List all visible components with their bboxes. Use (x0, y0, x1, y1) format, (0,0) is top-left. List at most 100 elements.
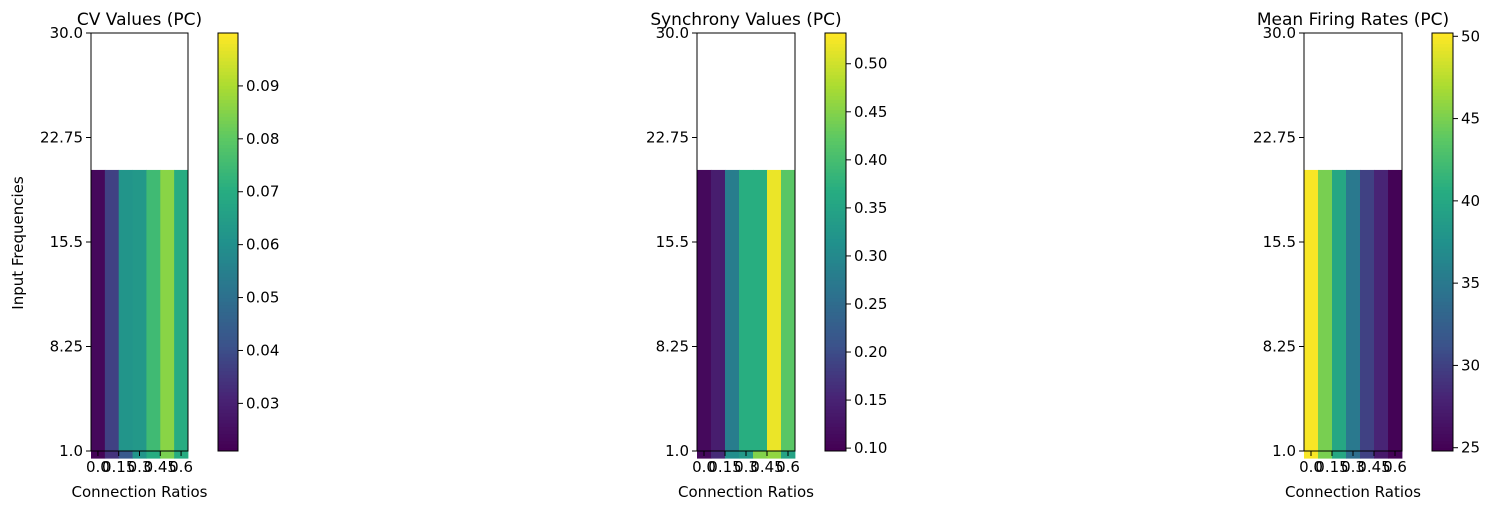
colorbar-tick-label: 0.15 (854, 391, 887, 409)
colorbar-segment (1432, 172, 1453, 177)
colorbar-segment (218, 109, 238, 114)
x-tick-label: 0.3 (734, 458, 758, 476)
colorbar-segment (825, 64, 846, 69)
colorbar-segment (1432, 339, 1453, 344)
colorbar-segment (825, 127, 846, 132)
colorbar-segment (218, 123, 238, 128)
y-tick-label: 8.25 (50, 338, 83, 356)
colorbar-segment (825, 266, 846, 271)
heatmap-cell (739, 169, 754, 452)
x-tick-label: 0.6 (169, 458, 193, 476)
heatmap-cell (781, 169, 796, 452)
colorbar-segment (825, 367, 846, 372)
x-tick-label: 0.3 (1341, 458, 1365, 476)
colorbar-segment (218, 395, 238, 400)
colorbar-segment (218, 336, 238, 341)
colorbar-segment (1432, 433, 1453, 438)
panel-firing-rate: 1.0 8.25 15.5 22.75 30.0 0.00.150.30.450.6 Mea… (1253, 10, 1480, 501)
colorbar-segment (825, 245, 846, 250)
colorbar-segment (218, 353, 238, 358)
colorbar-segment (825, 60, 846, 65)
colorbar-segment (1432, 360, 1453, 365)
colorbar-segment (1432, 221, 1453, 226)
heatmap-cell (767, 169, 782, 452)
colorbar-segment (825, 158, 846, 163)
colorbar-segment (218, 53, 238, 58)
colorbar-segment (1432, 102, 1453, 107)
colorbar-segment (218, 311, 238, 316)
heatmap-cell (146, 169, 161, 452)
colorbar-segment (218, 130, 238, 135)
heatmap-cell (132, 169, 147, 452)
colorbar-segment (1432, 200, 1453, 205)
panel-synchrony: 1.08.2515.522.7530.00.00.150.30.450.6Syn… (646, 10, 887, 501)
colorbar-segment (218, 398, 238, 403)
colorbar-segment (218, 388, 238, 393)
colorbar-segment (825, 437, 846, 442)
heatmap-cell (1388, 169, 1403, 452)
colorbar-segment (218, 71, 238, 76)
colorbar-segment (218, 377, 238, 382)
colorbar-segment (218, 242, 238, 246)
colorbar-segment (1432, 67, 1453, 72)
colorbar-segment (825, 113, 846, 118)
colorbar-segment (218, 95, 238, 100)
colorbar-segment (218, 343, 238, 347)
colorbar-segment (218, 315, 238, 320)
colorbar-segment (218, 363, 238, 368)
colorbar-segment (825, 74, 846, 79)
colorbar-segment (825, 120, 846, 125)
colorbar-segment (218, 39, 238, 44)
colorbar-segment (218, 245, 238, 250)
colorbar-segment (825, 304, 846, 309)
colorbar-segment (1432, 175, 1453, 180)
colorbar-segment (825, 405, 846, 410)
colorbar-segment (825, 301, 846, 306)
colorbar-segment (218, 325, 238, 330)
colorbar-segment (218, 200, 238, 205)
colorbar-segment (1432, 36, 1453, 41)
colorbar-segment (218, 238, 238, 243)
colorbar-segment (825, 391, 846, 396)
colorbar-segment (1432, 377, 1453, 382)
colorbar-segment (825, 374, 846, 379)
colorbar-segment (1432, 179, 1453, 184)
colorbar-tick-label: 0.05 (246, 289, 279, 307)
colorbar-segment (825, 144, 846, 149)
heatmap-cell (118, 169, 133, 452)
colorbar-segment (825, 134, 846, 138)
colorbar-segment (1432, 217, 1453, 222)
colorbar-segment (218, 186, 238, 191)
colorbar-segment (218, 287, 238, 292)
colorbar-segment (1432, 409, 1453, 414)
colorbar-segment (1432, 297, 1453, 302)
colorbar-segment (1432, 224, 1453, 229)
colorbar-segment (1432, 290, 1453, 295)
colorbar-segment (218, 165, 238, 170)
colorbar-segment (218, 304, 238, 309)
colorbar-segment (1432, 332, 1453, 337)
colorbar-segment (218, 433, 238, 438)
colorbar-segment (825, 336, 846, 341)
colorbar-segment (218, 276, 238, 281)
x-tick-label: 0.45 (144, 458, 177, 476)
colorbar-segment (825, 384, 846, 389)
colorbar-segment (1432, 196, 1453, 201)
colorbar-segment (825, 308, 846, 313)
x-tick-label: 0.45 (1357, 458, 1390, 476)
y-axis-label: Input Frequencies (9, 176, 27, 310)
colorbar-tick-label: 0.35 (854, 199, 887, 217)
colorbar-segment (1432, 238, 1453, 243)
y-tick-label: 30.0 (1263, 24, 1296, 42)
colorbar-segment (218, 322, 238, 327)
colorbar-segment (825, 269, 846, 274)
colorbar-segment (1432, 39, 1453, 44)
colorbar-segment (1432, 301, 1453, 306)
colorbar-segment (218, 207, 238, 212)
colorbar-segment (218, 231, 238, 236)
colorbar-segment (1432, 46, 1453, 51)
colorbar-segment (218, 273, 238, 278)
colorbar-segment (1432, 374, 1453, 379)
colorbar-segment (825, 433, 846, 438)
colorbar-segment (1432, 416, 1453, 421)
